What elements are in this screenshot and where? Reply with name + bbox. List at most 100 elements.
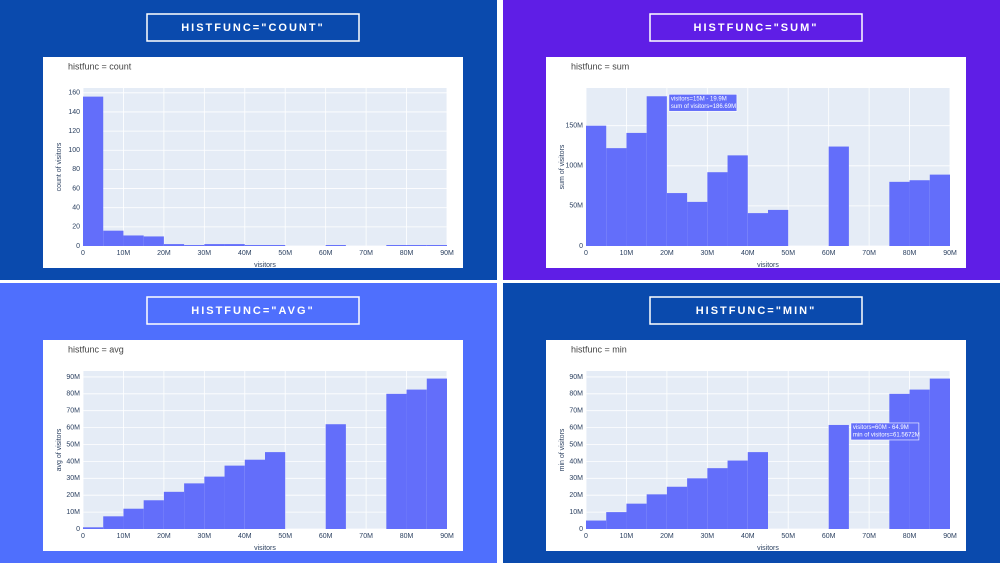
heading: HISTFUNC="COUNT" — [181, 22, 325, 34]
y-tick-label: 60M — [569, 424, 583, 431]
bar — [83, 527, 104, 529]
tooltip-box — [668, 93, 738, 112]
tooltip-text: sum of visitors=186.69M — [671, 104, 736, 110]
y-tick-label: 70M — [66, 408, 80, 415]
x-axis-label: visitors — [757, 262, 779, 269]
bar — [606, 148, 627, 246]
x-tick-label: 60M — [822, 533, 836, 540]
bar — [707, 172, 728, 246]
bar — [325, 424, 346, 529]
x-tick-label: 10M — [117, 250, 131, 257]
y-tick-label: 80M — [66, 391, 80, 398]
x-tick-label: 40M — [741, 250, 755, 257]
y-tick-label: 120 — [68, 128, 80, 135]
quadrant: HISTFUNC="COUNT" histfunc = count 0 10M 20M 3… — [0, 0, 497, 280]
heading-box — [146, 13, 360, 42]
y-tick-label: 150M — [565, 123, 583, 130]
bar — [163, 491, 185, 529]
bar — [646, 96, 667, 246]
x-tick-label: 40M — [238, 533, 252, 540]
y-tick-label: 70M — [569, 408, 583, 415]
y-tick-label: 80M — [569, 391, 583, 398]
x-tick-label: 70M — [862, 250, 876, 257]
bar — [828, 424, 849, 529]
y-tick-label: 30M — [569, 475, 583, 482]
x-tick-label: 10M — [117, 533, 131, 540]
bar — [889, 393, 910, 529]
bar — [707, 468, 728, 529]
bar — [747, 452, 768, 529]
y-tick-label: 50M — [569, 203, 583, 210]
y-axis-label: sum of visitors — [559, 144, 566, 189]
y-tick-label: 10M — [569, 509, 583, 516]
y-tick-label: 50M — [569, 441, 583, 448]
bar — [184, 483, 205, 529]
x-tick-label: 60M — [319, 533, 333, 540]
bar — [626, 132, 647, 246]
x-tick-label: 80M — [400, 533, 414, 540]
bar — [265, 452, 286, 529]
y-tick-label: 140 — [68, 109, 80, 116]
x-tick-label: 90M — [440, 533, 454, 540]
bar — [204, 244, 225, 246]
bar — [163, 244, 185, 246]
bar — [909, 180, 930, 246]
x-tick-label: 20M — [660, 533, 674, 540]
x-tick-label: 10M — [620, 250, 634, 257]
y-axis-label: count of visitors — [56, 142, 63, 191]
y-tick-label: 0 — [579, 526, 583, 533]
y-tick-label: 50M — [66, 441, 80, 448]
x-tick-label: 10M — [620, 533, 634, 540]
x-tick-label: 0 — [584, 533, 588, 540]
y-tick-label: 40M — [66, 458, 80, 465]
x-tick-label: 30M — [198, 533, 212, 540]
bar — [586, 520, 607, 529]
x-tick-label: 20M — [157, 250, 171, 257]
chart-title: histfunc = min — [571, 344, 627, 354]
bar — [586, 125, 607, 246]
chart-title: histfunc = avg — [68, 344, 124, 354]
heading-box — [146, 296, 360, 325]
x-tick-label: 50M — [781, 250, 795, 257]
x-tick-label: 90M — [440, 250, 454, 257]
x-tick-label: 90M — [943, 250, 957, 257]
chart-title: histfunc = sum — [571, 61, 629, 71]
x-tick-label: 80M — [903, 533, 917, 540]
x-tick-label: 50M — [781, 533, 795, 540]
x-tick-label: 30M — [701, 250, 715, 257]
x-tick-label: 70M — [862, 533, 876, 540]
tooltip-text: min of visitors=61.5672M — [853, 433, 920, 439]
y-tick-label: 0 — [76, 526, 80, 533]
y-tick-label: 20M — [66, 492, 80, 499]
bar — [244, 245, 265, 246]
bar — [889, 181, 910, 246]
bar — [103, 516, 124, 529]
tooltip: visitors=60M - 64.9M min of visitors=61.5… — [850, 422, 920, 441]
bar — [406, 389, 427, 529]
x-tick-label: 20M — [660, 250, 674, 257]
x-tick-label: 60M — [319, 250, 333, 257]
x-axis-label: visitors — [254, 262, 276, 269]
bar — [406, 245, 427, 246]
heading: HISTFUNC="MIN" — [696, 305, 817, 317]
y-tick-label: 60 — [72, 185, 80, 192]
y-tick-label: 10M — [66, 509, 80, 516]
y-axis-label: min of visitors — [559, 428, 566, 471]
y-tick-label: 20 — [72, 224, 80, 231]
x-tick-label: 20M — [157, 533, 171, 540]
bar — [666, 486, 688, 529]
y-tick-label: 0 — [76, 243, 80, 250]
y-tick-label: 90M — [569, 374, 583, 381]
y-tick-label: 100M — [565, 163, 583, 170]
bar — [747, 213, 768, 246]
bar — [123, 235, 144, 246]
bar — [666, 193, 688, 246]
bar — [224, 465, 245, 529]
bar — [83, 96, 104, 246]
x-tick-label: 70M — [359, 250, 373, 257]
bar — [103, 230, 124, 246]
chart-title: histfunc = count — [68, 61, 132, 71]
x-tick-label: 90M — [943, 533, 957, 540]
x-axis-label: visitors — [757, 545, 779, 552]
